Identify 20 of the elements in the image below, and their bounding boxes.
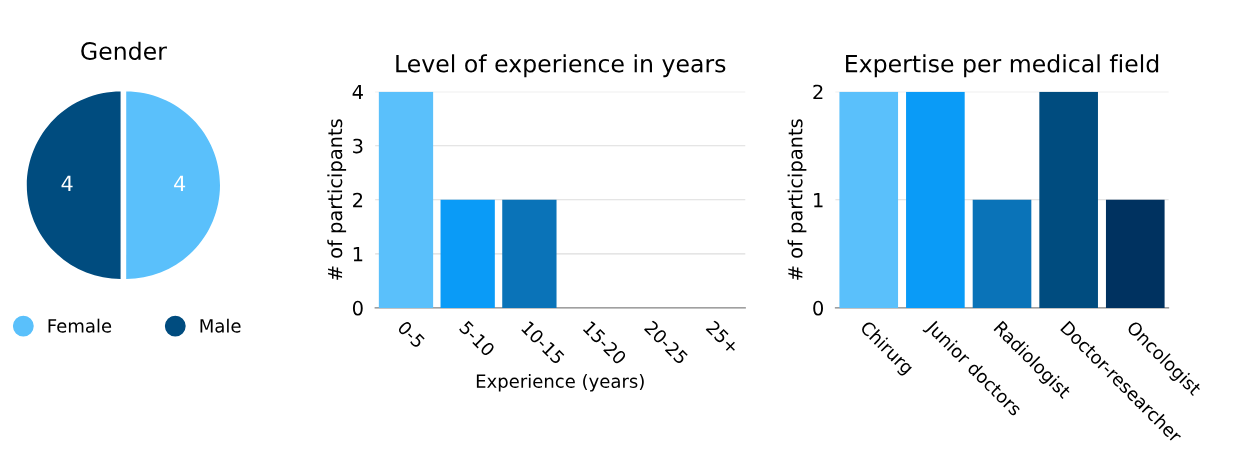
y-tick-label: 2 bbox=[813, 84, 823, 100]
legend-label: Female bbox=[48, 318, 112, 333]
chart-title: Level of experience in years bbox=[396, 54, 726, 78]
y-tick-label: 4 bbox=[352, 84, 363, 100]
chart-title: Expertise per medical field bbox=[846, 54, 1159, 78]
x-tick-label: 25+ bbox=[705, 320, 740, 355]
data-label: 4 bbox=[174, 175, 186, 191]
y-tick-label: 0 bbox=[352, 300, 363, 316]
y-tick-label: 3 bbox=[353, 138, 363, 154]
x-axis-title: Experience (years) bbox=[476, 374, 644, 392]
legend-label: Male bbox=[200, 318, 241, 333]
y-axis-title: # of participants bbox=[327, 119, 347, 280]
data-label: 4 bbox=[61, 175, 73, 191]
y-tick-label: 1 bbox=[814, 193, 823, 208]
y-tick-label: 2 bbox=[353, 192, 363, 208]
chart-title: Gender bbox=[81, 41, 167, 60]
x-tick-label: 0-5 bbox=[396, 320, 426, 349]
y-axis-title: # of participants bbox=[787, 119, 807, 280]
y-tick-label: 0 bbox=[813, 300, 824, 316]
y-tick-label: 1 bbox=[353, 247, 363, 262]
